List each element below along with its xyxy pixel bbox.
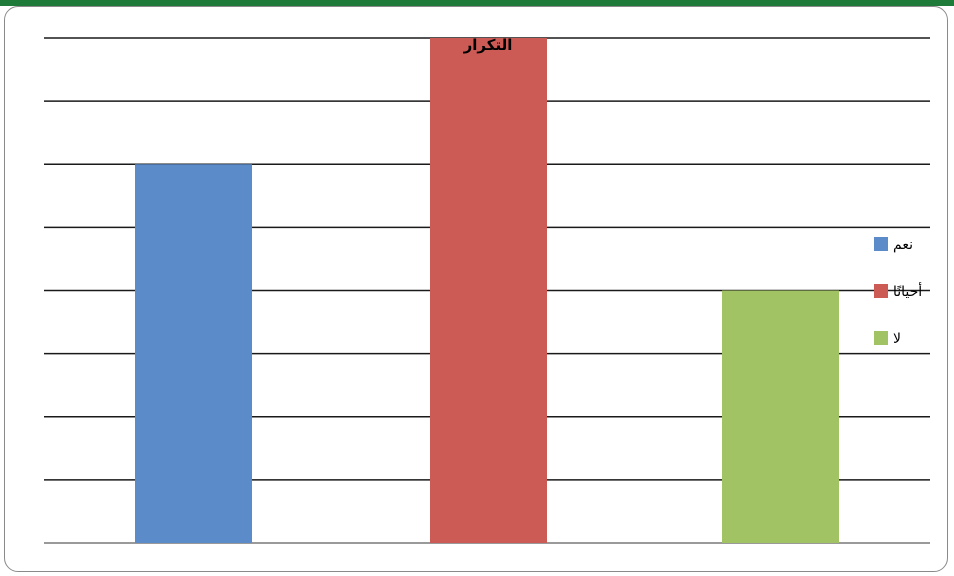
bar-2: [430, 38, 547, 543]
bar-3: [722, 290, 839, 543]
top-accent-band: [0, 0, 954, 6]
legend-label: أحيانًا: [893, 282, 922, 300]
legend-label: لا: [893, 331, 901, 347]
bars: [135, 38, 839, 543]
chart-title: التكرار: [463, 36, 513, 54]
bar-1: [135, 164, 252, 543]
legend-label: نعم: [893, 237, 913, 253]
legend-swatch: [874, 284, 888, 298]
legend-swatch: [874, 331, 888, 345]
legend: نعم أحيانًا لا: [874, 237, 922, 347]
legend-swatch: [874, 237, 888, 251]
